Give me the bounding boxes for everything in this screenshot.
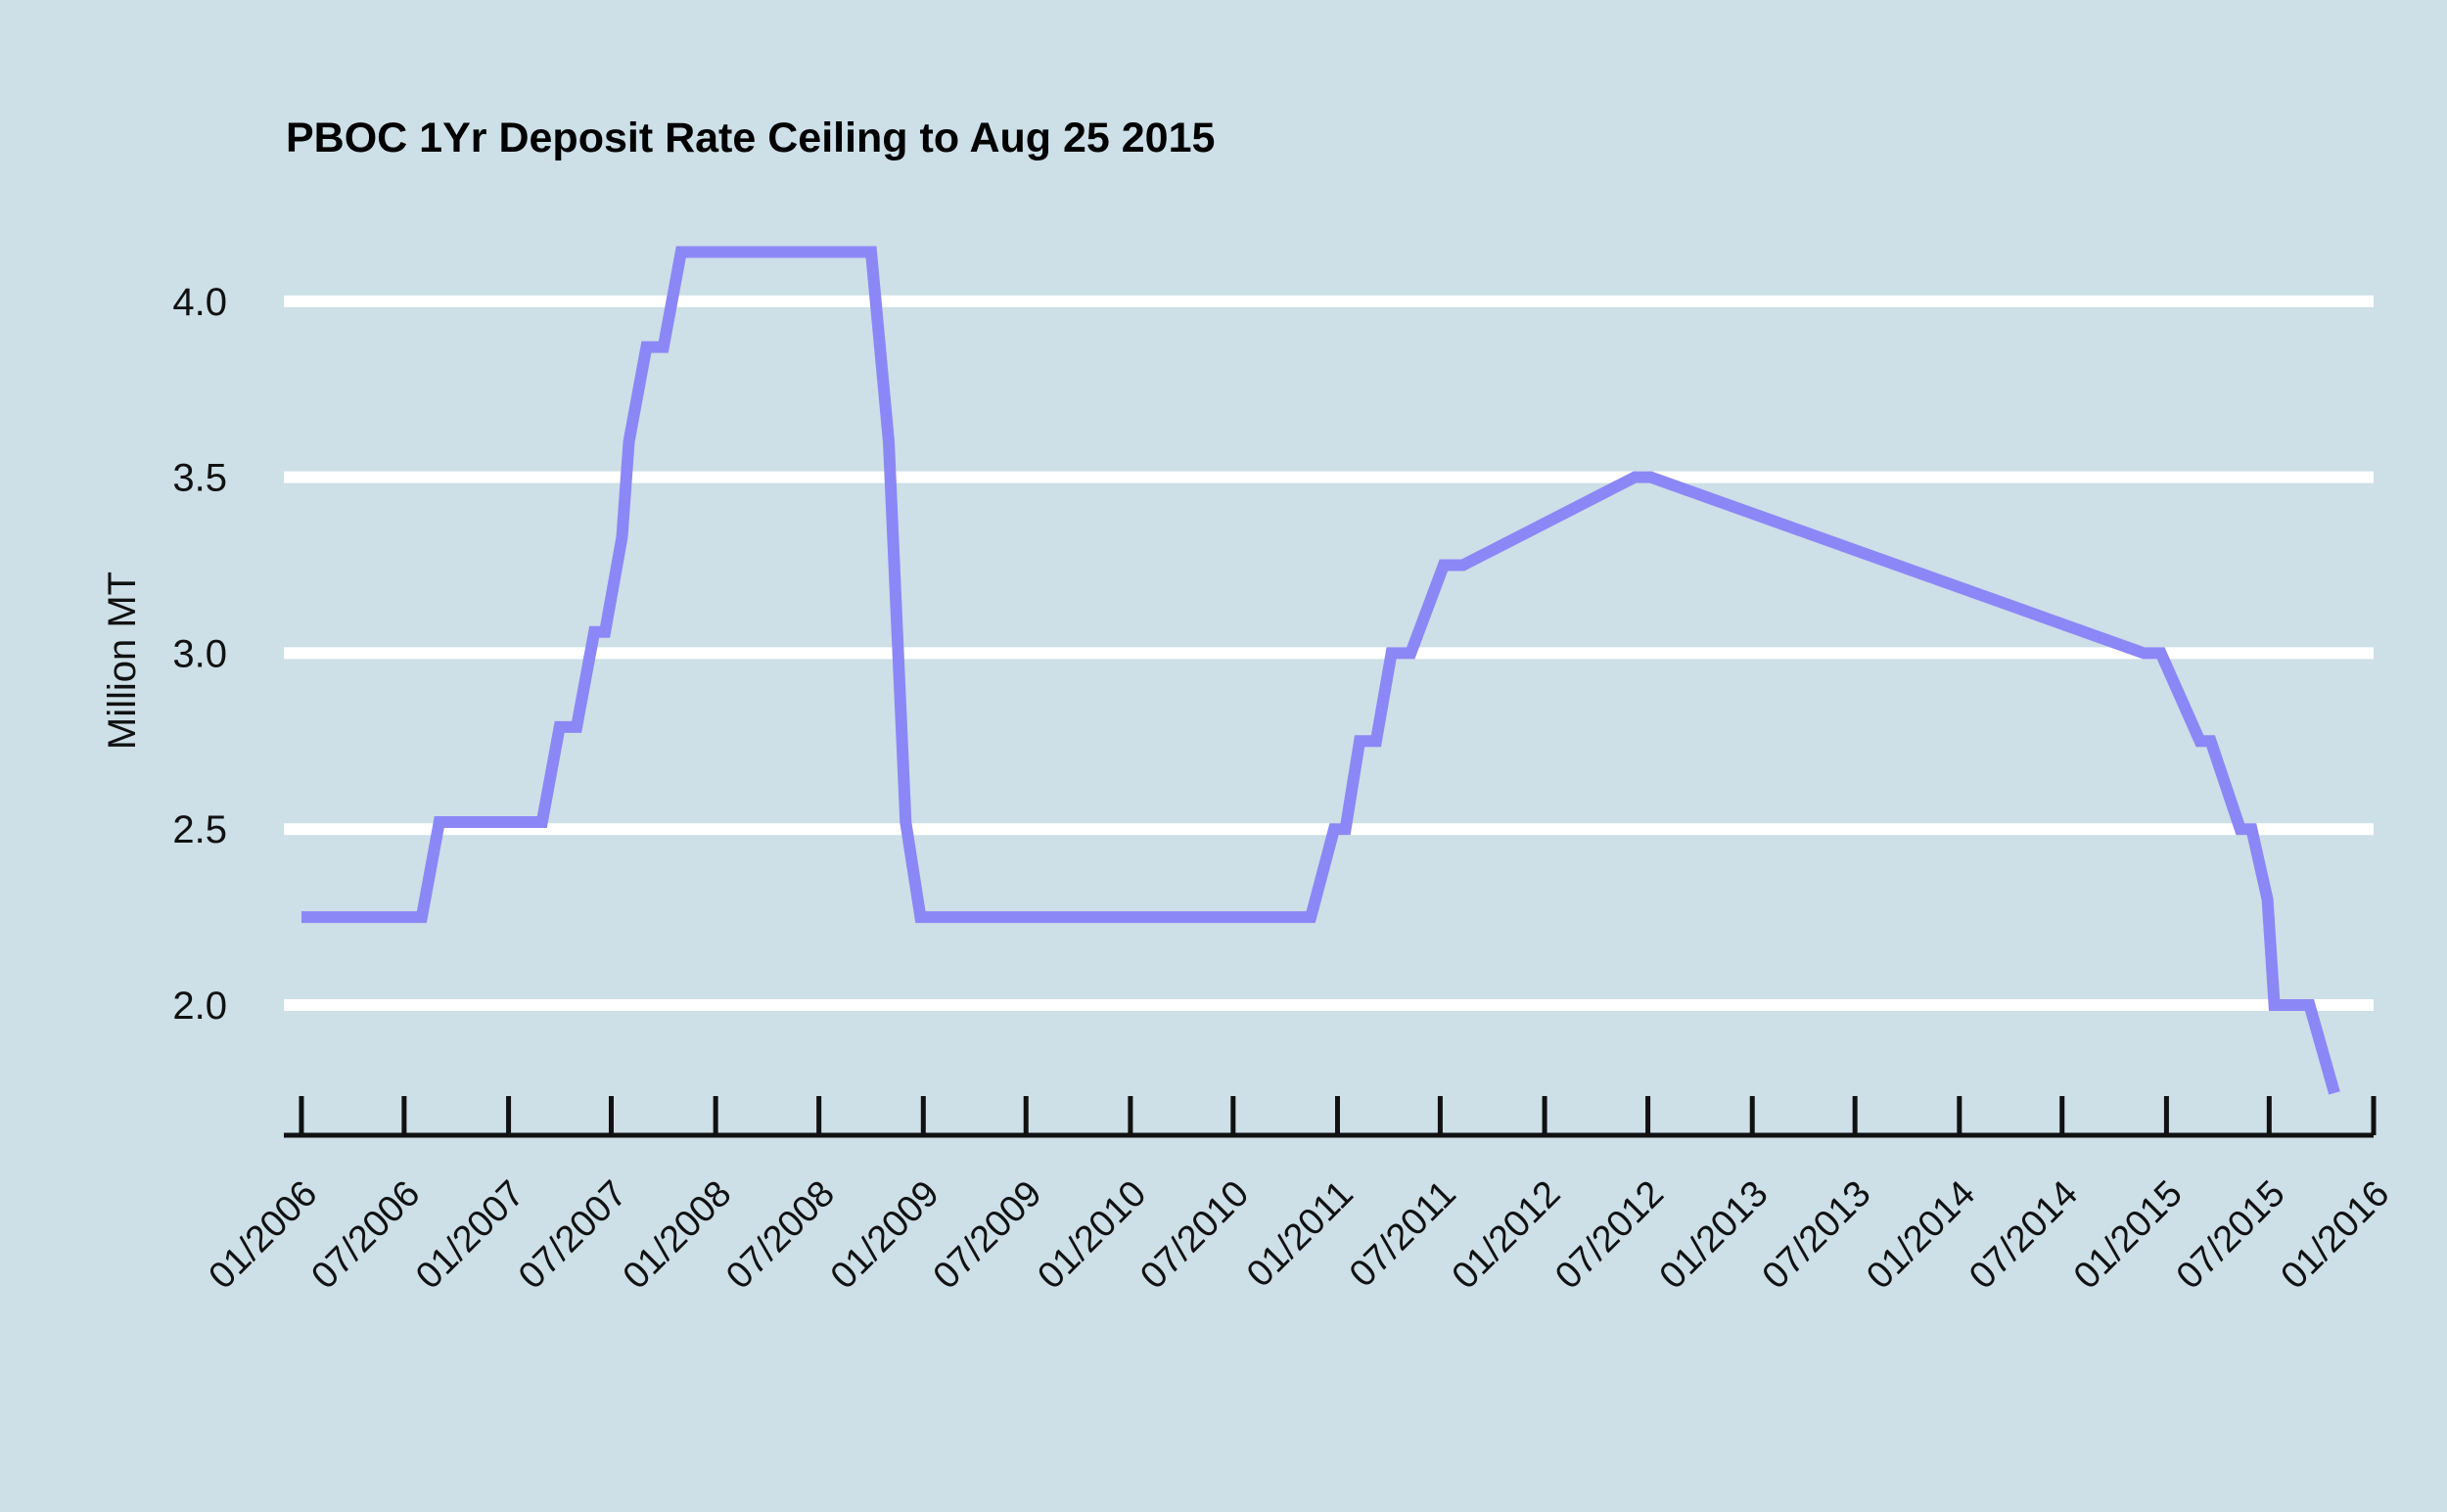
y-tick-label: 3.0 — [172, 632, 227, 675]
x-tick-label: 07/2006 — [303, 1173, 428, 1298]
y-axis-label: Million MT — [101, 572, 144, 750]
y-tick-label: 3.5 — [172, 457, 227, 500]
x-tick-label: 01/2012 — [1445, 1173, 1569, 1298]
x-tick-label: 07/2013 — [1755, 1173, 1879, 1298]
x-tick-label: 01/2014 — [1859, 1173, 1983, 1298]
x-tick-label: 07/2008 — [718, 1173, 843, 1298]
series-line — [301, 246, 2340, 1095]
x-tick-label: 07/2015 — [2169, 1173, 2293, 1298]
x-tick-label: 01/2011 — [1239, 1173, 1362, 1296]
x-tick-label: 07/2010 — [1132, 1173, 1257, 1298]
y-tick-label: 2.5 — [172, 808, 227, 851]
y-tick-label: 4.0 — [172, 281, 227, 324]
x-tick-label: 01/2007 — [408, 1173, 532, 1298]
x-tick-label: 07/2007 — [511, 1173, 635, 1298]
grid-lines — [284, 295, 2374, 1011]
x-axis: 01/200607/200601/200707/200701/200807/20… — [202, 1096, 2398, 1298]
x-tick-label: 01/2015 — [2066, 1173, 2191, 1298]
y-tick-label: 2.0 — [172, 985, 227, 1028]
x-tick-label: 01/2010 — [1030, 1173, 1154, 1298]
x-tick-label: 01/2013 — [1652, 1173, 1777, 1298]
x-tick-label: 01/2008 — [616, 1173, 740, 1298]
x-tick-label: 01/2006 — [202, 1173, 326, 1298]
x-tick-label: 07/2014 — [1962, 1173, 2086, 1298]
y-axis-ticks: 2.0 2.5 3.0 3.5 4.0 — [172, 281, 227, 1028]
series-layer — [301, 246, 2340, 1095]
x-tick-label: 07/2011 — [1342, 1173, 1464, 1296]
chart-title: PBOC 1Yr Deposit Rate Ceiling to Aug 25 … — [286, 115, 1215, 161]
x-tick-label: 07/2012 — [1547, 1173, 1672, 1298]
x-tick-label: 01/2009 — [823, 1173, 947, 1298]
x-tick-label: 07/2009 — [926, 1173, 1050, 1298]
x-tick-label: 01/2016 — [2274, 1173, 2398, 1298]
